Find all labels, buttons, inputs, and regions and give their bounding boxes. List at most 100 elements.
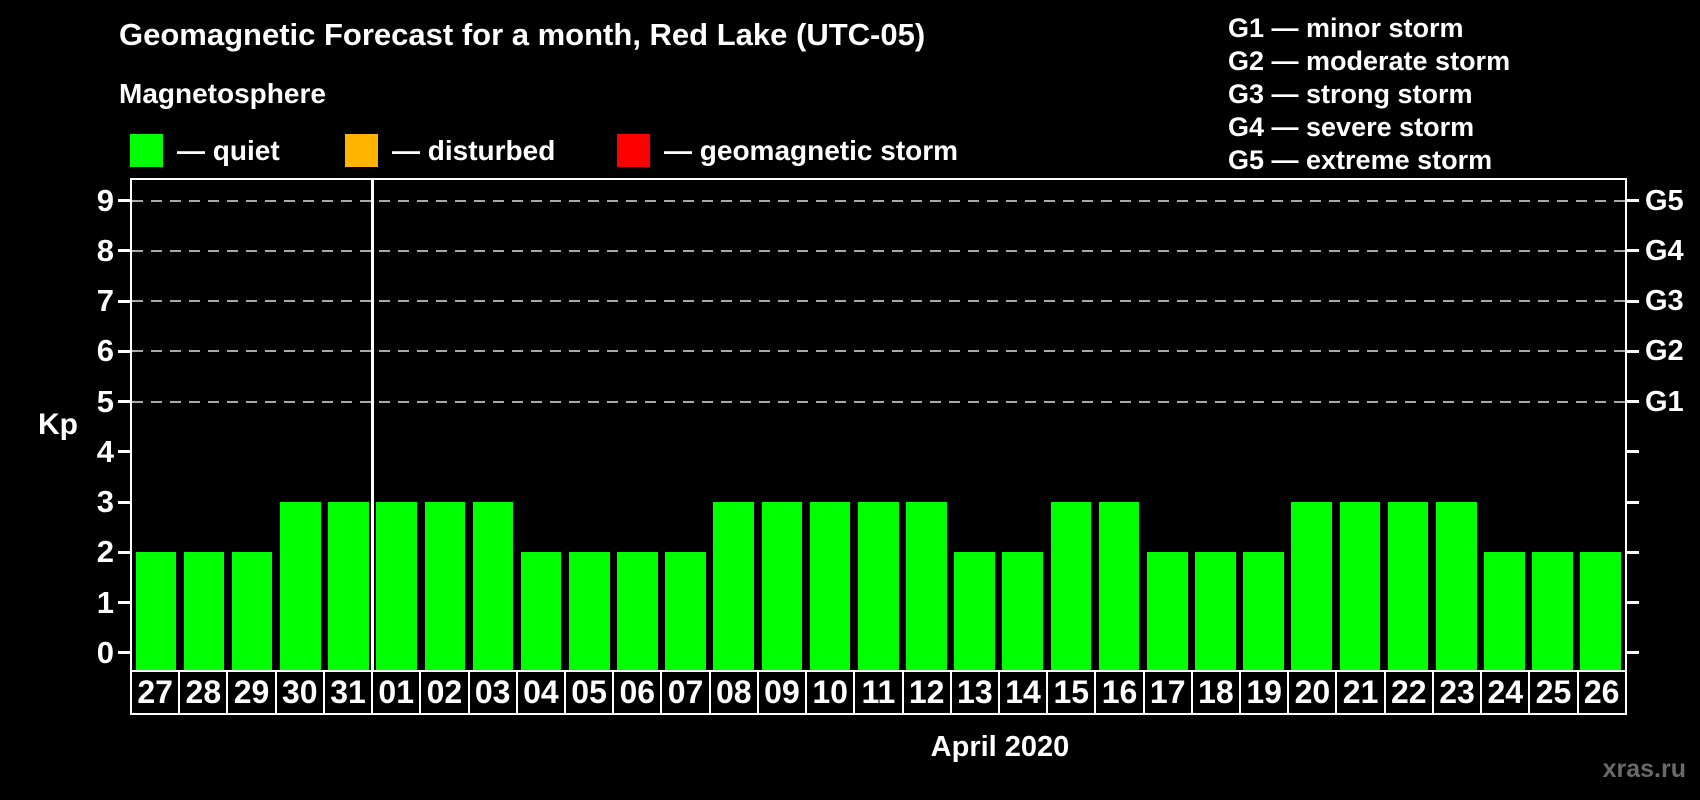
day-label-12: 12 bbox=[901, 672, 950, 713]
day-label-15: 15 bbox=[1046, 672, 1094, 713]
y-axis-label-8: 8 bbox=[96, 232, 114, 268]
day-label-02: 02 bbox=[419, 672, 467, 713]
g-scale-legend-row-g4: G4 — severe storm bbox=[1228, 112, 1475, 142]
y-axis-tick-right-8 bbox=[1627, 249, 1639, 253]
y-axis-tick-right-2 bbox=[1627, 550, 1639, 554]
kp-bar-day-21 bbox=[1339, 502, 1381, 670]
day-label-25: 25 bbox=[1528, 672, 1576, 713]
watermark: xras.ru bbox=[1602, 755, 1686, 783]
y-axis-tick-left-4 bbox=[118, 450, 130, 454]
kp-bar-day-11 bbox=[857, 502, 899, 670]
disturbed-label: — disturbed bbox=[392, 134, 556, 166]
day-label-09: 09 bbox=[756, 672, 805, 713]
y-axis-label-9: 9 bbox=[96, 182, 114, 218]
gridline-kp7 bbox=[132, 300, 1625, 303]
kp-bar-day-12 bbox=[906, 502, 947, 670]
day-label-21: 21 bbox=[1335, 672, 1383, 713]
right-axis-label-g3: G3 bbox=[1645, 285, 1684, 318]
y-axis-tick-right-6 bbox=[1627, 349, 1639, 353]
kp-bar-day-10 bbox=[809, 502, 851, 670]
x-axis-title: April 2020 bbox=[930, 731, 1070, 763]
kp-bar-day-15 bbox=[1050, 502, 1092, 670]
legend-item-storm: — geomagnetic storm bbox=[617, 134, 958, 167]
y-axis-tick-left-6 bbox=[118, 349, 130, 353]
y-axis-label-2: 2 bbox=[96, 534, 114, 570]
kp-bar-day-05 bbox=[569, 552, 610, 670]
day-label-11: 11 bbox=[853, 672, 901, 713]
kp-bar-day-28 bbox=[183, 552, 225, 670]
y-axis-tick-left-7 bbox=[118, 299, 130, 303]
day-label-16: 16 bbox=[1094, 672, 1142, 713]
storm-label: — geomagnetic storm bbox=[664, 134, 959, 166]
y-axis-label-0: 0 bbox=[96, 634, 114, 670]
y-axis-label-7: 7 bbox=[96, 283, 114, 319]
kp-bar-day-08 bbox=[713, 502, 755, 670]
y-axis-label-1: 1 bbox=[96, 584, 114, 620]
chart-title: Geomagnetic Forecast for a month, Red La… bbox=[119, 17, 926, 52]
day-label-19: 19 bbox=[1239, 672, 1287, 713]
quiet-color-swatch bbox=[130, 134, 163, 167]
g-scale-legend-row-g5: G5 — extreme storm bbox=[1228, 145, 1493, 175]
kp-bar-day-09 bbox=[761, 502, 803, 670]
day-label-06: 06 bbox=[612, 672, 660, 713]
kp-bar-day-06 bbox=[617, 552, 658, 670]
y-axis-label-6: 6 bbox=[96, 333, 114, 369]
kp-bar-day-01 bbox=[376, 502, 417, 670]
day-label-30: 30 bbox=[274, 672, 323, 713]
right-axis-label-g5: G5 bbox=[1645, 184, 1684, 217]
kp-bar-day-02 bbox=[424, 502, 466, 670]
kp-bar-day-07 bbox=[665, 552, 706, 670]
day-label-23: 23 bbox=[1431, 672, 1480, 713]
day-label-20: 20 bbox=[1287, 672, 1335, 713]
quiet-label: — quiet bbox=[177, 134, 280, 166]
day-label-29: 29 bbox=[226, 672, 274, 713]
kp-bar-day-22 bbox=[1387, 502, 1429, 670]
x-axis-day-labels: 27 28 29 30 31 01 02 03 04 05 06 07 08 09 10 11 12 13 14 15… bbox=[130, 670, 1627, 715]
day-label-05: 05 bbox=[563, 672, 612, 713]
legend-item-quiet: — quiet bbox=[130, 134, 280, 167]
kp-bar-day-23 bbox=[1435, 502, 1477, 670]
g-scale-legend-row-g1: G1 — minor storm bbox=[1228, 13, 1464, 43]
storm-color-swatch bbox=[617, 134, 650, 167]
y-axis-tick-right-7 bbox=[1627, 299, 1639, 303]
gridline-kp9 bbox=[132, 199, 1625, 202]
kp-bar-day-26 bbox=[1580, 552, 1621, 670]
y-axis-tick-right-0 bbox=[1627, 651, 1639, 655]
day-label-18: 18 bbox=[1190, 672, 1239, 713]
y-axis-tick-right-1 bbox=[1627, 601, 1639, 605]
kp-bar-day-17 bbox=[1146, 552, 1188, 670]
y-axis-tick-left-5 bbox=[118, 400, 130, 404]
day-label-22: 22 bbox=[1383, 672, 1432, 713]
day-label-14: 14 bbox=[997, 672, 1046, 713]
legend-item-disturbed: — disturbed bbox=[345, 134, 555, 167]
gridline-kp6 bbox=[132, 350, 1625, 353]
kp-bar-day-31 bbox=[328, 502, 369, 670]
kp-bar-day-24 bbox=[1484, 552, 1525, 670]
day-label-27: 27 bbox=[137, 674, 173, 710]
g-scale-legend: G1 — minor storm G2 — moderate storm G3 — … bbox=[1228, 12, 1510, 177]
day-label-07: 07 bbox=[660, 672, 708, 713]
kp-bar-day-16 bbox=[1098, 502, 1140, 670]
day-label-17: 17 bbox=[1142, 672, 1191, 713]
kp-bar-day-19 bbox=[1243, 552, 1284, 670]
day-label-13: 13 bbox=[949, 672, 998, 713]
y-axis-tick-right-9 bbox=[1627, 199, 1639, 203]
day-label-04: 04 bbox=[515, 672, 564, 713]
day-label-08: 08 bbox=[708, 672, 757, 713]
kp-bar-day-27 bbox=[135, 552, 177, 670]
y-axis-tick-left-3 bbox=[118, 500, 130, 504]
kp-bar-day-14 bbox=[1002, 552, 1044, 670]
y-axis-label-3: 3 bbox=[96, 484, 114, 520]
right-axis-label-g2: G2 bbox=[1645, 335, 1684, 368]
plot-area: 0 1 2 3 4 5 6 7 8 9 G1 G2 G3 G4 G5 bbox=[97, 178, 1684, 672]
gridline-kp8 bbox=[132, 249, 1625, 252]
y-axis-title: Kp bbox=[38, 408, 78, 441]
kp-bar-day-18 bbox=[1195, 552, 1236, 670]
right-axis-label-g1: G1 bbox=[1645, 385, 1684, 418]
day-label-10: 10 bbox=[805, 672, 853, 713]
y-axis-tick-right-4 bbox=[1627, 450, 1639, 454]
day-label-31: 31 bbox=[322, 672, 371, 713]
y-axis-tick-left-1 bbox=[118, 601, 130, 605]
kp-bar-day-25 bbox=[1532, 552, 1573, 670]
